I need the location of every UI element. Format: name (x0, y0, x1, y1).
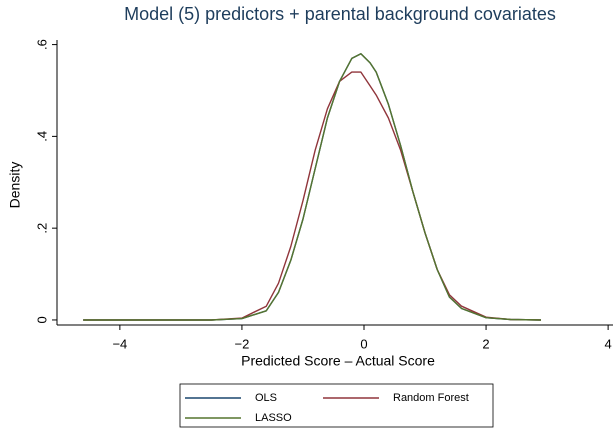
y-tick-label: .2 (34, 223, 49, 234)
y-tick-label: .6 (34, 39, 49, 50)
y-tick-label: .4 (34, 131, 49, 142)
legend-label: LASSO (255, 412, 292, 424)
x-tick-label: −2 (235, 336, 250, 351)
density-line (83, 71, 542, 321)
x-tick-label: −4 (112, 336, 127, 351)
y-tick-label: 0 (34, 316, 49, 323)
legend-box (179, 383, 494, 428)
x-axis-label: Predicted Score – Actual Score (241, 353, 435, 369)
density-line (83, 53, 542, 321)
x-tick-label: 0 (360, 336, 367, 351)
y-axis-label: Density (7, 162, 23, 209)
x-tick-label: 2 (482, 336, 489, 351)
legend-label: OLS (255, 392, 277, 404)
chart-title: Model (5) predictors + parental backgrou… (124, 4, 556, 24)
x-tick-label: 4 (605, 336, 612, 351)
legend-label: Random Forest (393, 392, 469, 404)
density-line (83, 53, 542, 321)
